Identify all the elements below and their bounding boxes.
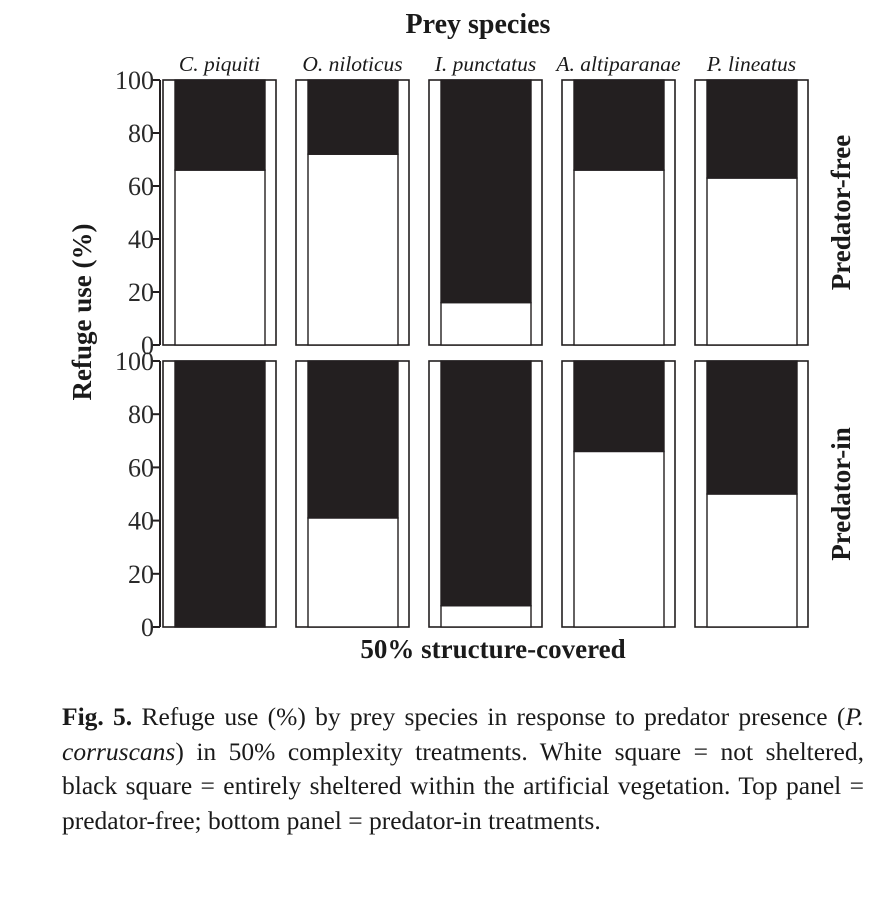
caption-text-2: ) in 50% complexity treatments. White sq… — [62, 736, 864, 835]
bar-sheltered — [307, 360, 399, 519]
panel-label: Predator-free — [826, 135, 856, 290]
y-tick-label: 60 — [128, 453, 154, 482]
bar-not-sheltered — [573, 169, 665, 346]
category-label: P. lineatus — [706, 52, 796, 76]
bar-sheltered — [307, 79, 399, 155]
y-tick-label: 60 — [128, 172, 154, 201]
y-tick-label: 0 — [141, 613, 154, 642]
y-tick-label: 100 — [115, 347, 154, 376]
bar-sheltered — [440, 79, 532, 304]
y-tick-label: 20 — [128, 278, 154, 307]
y-tick-label: 0 — [141, 331, 154, 360]
category-label: C. piquiti — [179, 52, 260, 76]
category-label: O. niloticus — [302, 52, 402, 76]
figure-caption: Fig. 5. Refuge use (%) by prey species i… — [62, 700, 864, 838]
bar-sheltered — [573, 79, 665, 171]
y-axis-label: Refuge use (%) — [67, 224, 97, 401]
bar-sheltered — [706, 79, 798, 179]
bar-sheltered — [174, 360, 266, 628]
bar-sheltered — [174, 79, 266, 171]
category-label: A. altiparanae — [554, 52, 681, 76]
y-tick-label: 80 — [128, 400, 154, 429]
refuge-use-chart: Prey species C. piquiti O. niloticus I. pun… — [67, 9, 856, 664]
bar-not-sheltered — [573, 450, 665, 628]
bar-not-sheltered — [706, 177, 798, 346]
bar-not-sheltered — [174, 169, 266, 346]
y-tick-label: 40 — [128, 507, 154, 536]
panel-label: Predator-in — [826, 427, 856, 560]
category-label: I. punctatus — [434, 52, 537, 76]
bar-not-sheltered — [440, 301, 532, 346]
bar-sheltered — [440, 360, 532, 607]
caption-text-1: Refuge use (%) by prey species in respon… — [132, 702, 846, 731]
chart-title: Prey species — [406, 9, 551, 40]
caption-species: P. corruscans — [62, 702, 864, 766]
bar-not-sheltered — [440, 605, 532, 628]
bar-sheltered — [706, 360, 798, 495]
bar-not-sheltered — [307, 517, 399, 628]
y-tick-label: 100 — [115, 66, 154, 95]
y-tick-label: 40 — [128, 225, 154, 254]
bar-not-sheltered — [706, 493, 798, 628]
x-axis-label: 50% structure-covered — [360, 634, 625, 664]
bar-not-sheltered — [307, 153, 399, 346]
figure-label: Fig. 5. — [62, 702, 133, 731]
y-tick-label: 20 — [128, 560, 154, 589]
bar-sheltered — [573, 360, 665, 453]
y-tick-label: 80 — [128, 119, 154, 148]
